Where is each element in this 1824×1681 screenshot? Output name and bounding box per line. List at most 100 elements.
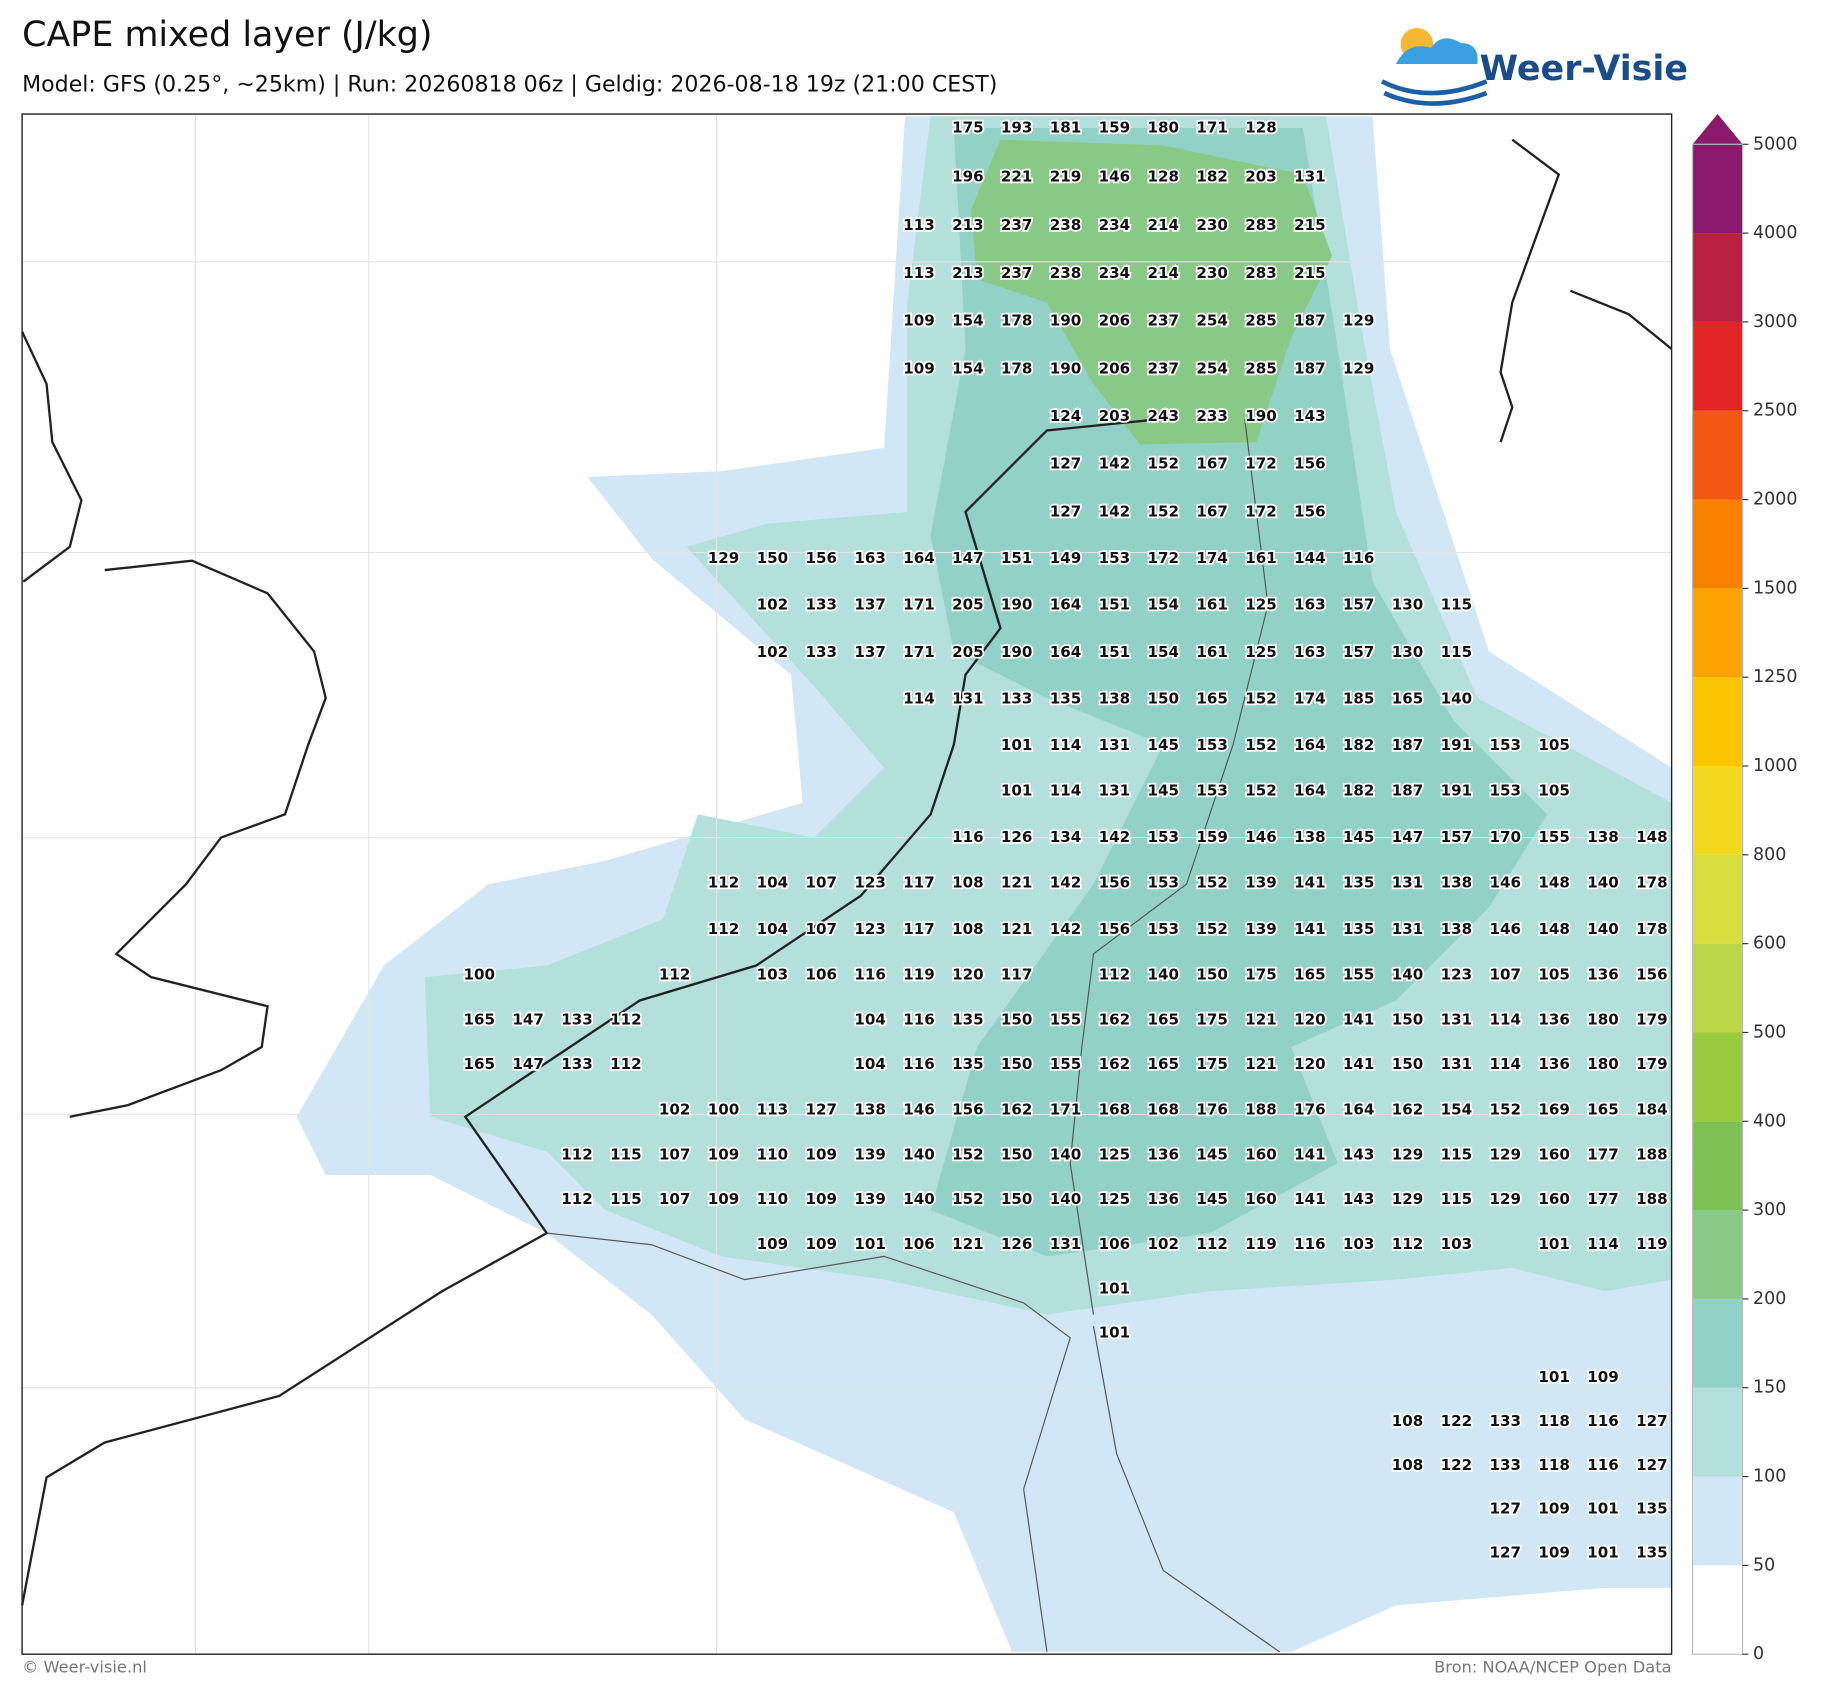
footer-credit: © Weer-visie.nl bbox=[22, 1658, 147, 1677]
cape-value: 135 bbox=[1343, 873, 1375, 891]
cape-value: 188 bbox=[1636, 1146, 1668, 1164]
cape-value: 115 bbox=[1441, 1146, 1473, 1164]
cape-value: 115 bbox=[1441, 595, 1473, 613]
cape-value: 153 bbox=[1489, 736, 1521, 754]
cape-value: 129 bbox=[1489, 1190, 1521, 1208]
cape-value: 114 bbox=[1489, 1011, 1521, 1029]
cape-value: 150 bbox=[1147, 690, 1179, 708]
cape-value: 157 bbox=[1441, 828, 1473, 846]
cape-value: 152 bbox=[952, 1146, 984, 1164]
colorbar-bin bbox=[1692, 233, 1743, 322]
cape-value: 120 bbox=[952, 965, 984, 983]
cape-value: 143 bbox=[1343, 1190, 1375, 1208]
cape-value: 123 bbox=[1441, 965, 1473, 983]
cape-value: 187 bbox=[1392, 782, 1424, 800]
cape-value: 136 bbox=[1147, 1146, 1179, 1164]
cape-value: 162 bbox=[1001, 1100, 1033, 1118]
cape-value: 139 bbox=[1245, 920, 1277, 938]
cape-value: 115 bbox=[610, 1190, 642, 1208]
cape-value: 112 bbox=[708, 873, 740, 891]
cape-value: 135 bbox=[952, 1055, 984, 1073]
cape-value: 161 bbox=[1196, 643, 1228, 661]
cape-value: 145 bbox=[1147, 782, 1179, 800]
cape-value: 205 bbox=[952, 643, 984, 661]
cape-value: 138 bbox=[1587, 828, 1619, 846]
cape-value: 101 bbox=[1001, 782, 1033, 800]
colorbar-bin bbox=[1692, 1121, 1743, 1211]
cape-value: 133 bbox=[1489, 1412, 1521, 1430]
cape-value: 237 bbox=[1147, 312, 1179, 330]
colorbar-tick-label: 0 bbox=[1753, 1644, 1764, 1664]
cape-value: 113 bbox=[903, 264, 935, 282]
cape-value: 164 bbox=[1294, 736, 1326, 754]
cape-value: 143 bbox=[1294, 407, 1326, 425]
cape-value: 123 bbox=[854, 873, 886, 891]
cape-value: 237 bbox=[1001, 216, 1033, 234]
cape-value: 141 bbox=[1294, 1190, 1326, 1208]
cape-value: 109 bbox=[708, 1190, 740, 1208]
cape-value: 146 bbox=[1245, 828, 1277, 846]
cape-value: 101 bbox=[1538, 1235, 1570, 1253]
cape-value: 150 bbox=[1392, 1055, 1424, 1073]
cape-value: 136 bbox=[1538, 1055, 1570, 1073]
cape-value: 188 bbox=[1245, 1100, 1277, 1118]
cape-value: 130 bbox=[1392, 595, 1424, 613]
cape-value: 150 bbox=[1001, 1146, 1033, 1164]
cape-value: 139 bbox=[854, 1146, 886, 1164]
cape-value: 138 bbox=[1441, 920, 1473, 938]
cape-value: 171 bbox=[903, 595, 935, 613]
cape-value: 238 bbox=[1050, 216, 1082, 234]
cape-value: 180 bbox=[1587, 1055, 1619, 1073]
cape-value: 145 bbox=[1343, 828, 1375, 846]
coastlines bbox=[20, 138, 1673, 1606]
logo-text: Weer-Visie bbox=[1480, 49, 1688, 89]
cape-value: 168 bbox=[1099, 1100, 1131, 1118]
cape-value: 142 bbox=[1099, 455, 1131, 473]
cape-value: 109 bbox=[1538, 1544, 1570, 1562]
cape-value: 152 bbox=[1489, 1100, 1521, 1118]
cape-value: 118 bbox=[1538, 1412, 1570, 1430]
border bbox=[546, 418, 1280, 1653]
cape-value: 190 bbox=[1001, 643, 1033, 661]
colorbar-tick-label: 800 bbox=[1753, 845, 1786, 865]
cape-value: 147 bbox=[512, 1011, 544, 1029]
cape-value: 147 bbox=[1392, 828, 1424, 846]
cape-value: 156 bbox=[1099, 920, 1131, 938]
cape-value: 140 bbox=[1392, 965, 1424, 983]
cape-value: 206 bbox=[1099, 312, 1131, 330]
cape-value: 101 bbox=[1099, 1279, 1131, 1297]
colorbar-tick-label: 300 bbox=[1753, 1200, 1786, 1220]
cape-value: 105 bbox=[1538, 736, 1570, 754]
cape-value: 156 bbox=[1636, 965, 1668, 983]
cape-value: 169 bbox=[1538, 1100, 1570, 1118]
cape-value: 182 bbox=[1343, 782, 1375, 800]
cape-value: 191 bbox=[1441, 782, 1473, 800]
cape-value: 148 bbox=[1538, 873, 1570, 891]
cape-value: 112 bbox=[610, 1055, 642, 1073]
cape-value: 165 bbox=[1294, 965, 1326, 983]
cape-value: 112 bbox=[1196, 1235, 1228, 1253]
cape-value: 109 bbox=[903, 312, 935, 330]
cape-value: 126 bbox=[1001, 828, 1033, 846]
cape-value: 179 bbox=[1636, 1011, 1668, 1029]
coastline bbox=[1499, 138, 1673, 443]
colorbar-tick-label: 500 bbox=[1753, 1022, 1786, 1042]
cape-value: 101 bbox=[854, 1235, 886, 1253]
cape-value: 109 bbox=[757, 1235, 789, 1253]
cape-value: 156 bbox=[1294, 502, 1326, 520]
cape-value: 215 bbox=[1294, 216, 1326, 234]
cape-value: 125 bbox=[1245, 595, 1277, 613]
cape-value: 121 bbox=[1001, 920, 1033, 938]
cape-value: 164 bbox=[1050, 643, 1082, 661]
cape-value: 141 bbox=[1294, 920, 1326, 938]
cape-value: 161 bbox=[1196, 595, 1228, 613]
cape-value: 104 bbox=[854, 1011, 886, 1029]
cape-value: 140 bbox=[903, 1146, 935, 1164]
cape-value: 213 bbox=[952, 264, 984, 282]
cape-value: 168 bbox=[1147, 1100, 1179, 1118]
cape-value: 152 bbox=[1147, 502, 1179, 520]
cape-value: 135 bbox=[1636, 1499, 1668, 1517]
cape-value: 131 bbox=[1392, 920, 1424, 938]
borders bbox=[546, 418, 1280, 1653]
cape-value: 116 bbox=[952, 828, 984, 846]
